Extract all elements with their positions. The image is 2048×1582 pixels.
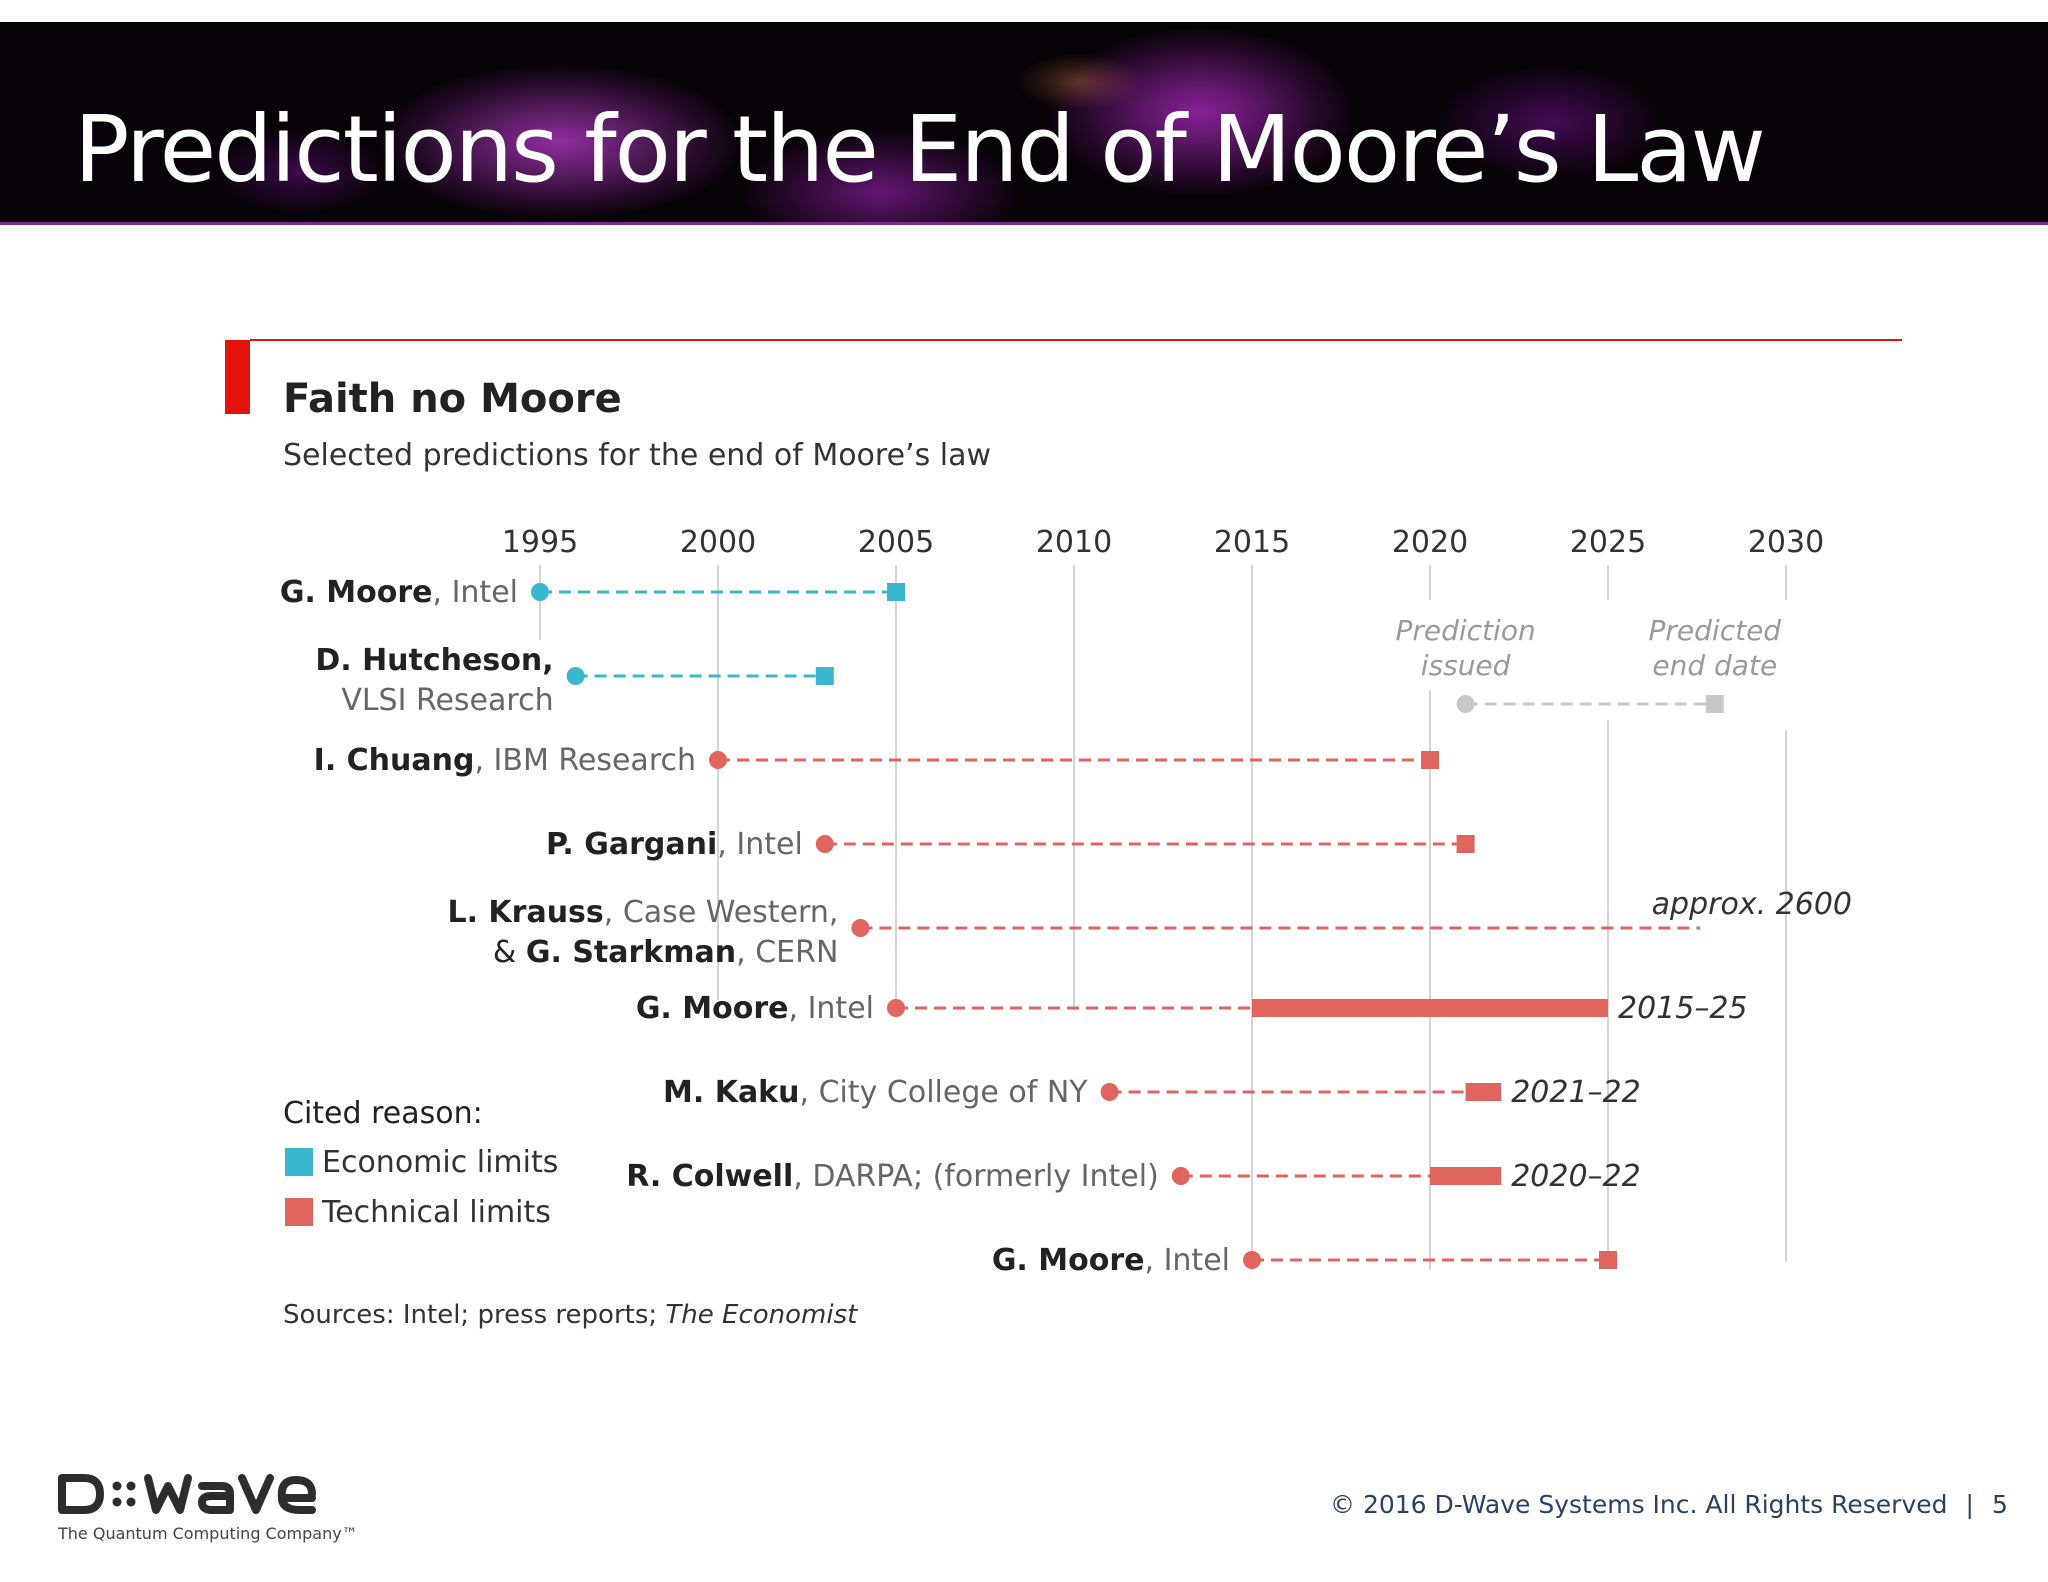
key-end-square bbox=[1705, 695, 1724, 713]
row-affiliation: , Case Western, bbox=[604, 895, 839, 930]
row-affiliation: , Intel bbox=[1145, 1243, 1231, 1278]
row-issued-dot bbox=[531, 583, 549, 601]
tick-label-2025: 2025 bbox=[1570, 525, 1646, 560]
row-affiliation: , Intel bbox=[717, 827, 803, 862]
row-issued-dot bbox=[815, 835, 834, 853]
row-label: P. Gargani, Intel bbox=[546, 827, 803, 862]
row-name: G. Moore bbox=[636, 991, 789, 1026]
row-issued-dot bbox=[887, 999, 905, 1017]
row-label: I. Chuang, IBM Research bbox=[314, 743, 696, 778]
legend-swatch-economic bbox=[285, 1148, 313, 1176]
top-margin bbox=[0, 0, 2048, 22]
row-name: G. Moore bbox=[280, 575, 433, 610]
slide-title: Predictions for the End of Moore’s Law bbox=[74, 96, 1766, 203]
chart-title: Faith no Moore bbox=[283, 376, 622, 422]
legend-swatch-technical bbox=[285, 1198, 313, 1226]
chart-key: Prediction issued Predicted end date bbox=[1395, 614, 1781, 713]
prediction-row-3: I. Chuang, IBM Research bbox=[314, 743, 1439, 778]
row-label: R. Colwell, DARPA; (formerly Intel) bbox=[626, 1159, 1159, 1194]
row-label: G. Moore, Intel bbox=[280, 575, 518, 610]
row-name: I. Chuang bbox=[314, 743, 475, 778]
row-issued-dot bbox=[1100, 1083, 1119, 1101]
row-name: R. Colwell bbox=[626, 1159, 793, 1194]
tick-label-2000: 2000 bbox=[680, 525, 756, 560]
row-label: L. Krauss, Case Western, bbox=[447, 895, 838, 930]
row-issued-dot bbox=[566, 667, 585, 685]
logo-tagline: The Quantum Computing Company™ bbox=[57, 1524, 356, 1543]
source-prefix: Sources: Intel; press reports; bbox=[283, 1300, 665, 1330]
row-end-label: 2020–22 bbox=[1511, 1159, 1641, 1194]
row-issued-dot bbox=[851, 919, 870, 937]
row-name: P. Gargani bbox=[546, 827, 717, 862]
row-label: D. Hutcheson, bbox=[315, 643, 553, 678]
source-italic: The Economist bbox=[665, 1300, 858, 1330]
row-end-label: 2015–25 bbox=[1618, 991, 1748, 1026]
prediction-row-1: G. Moore, Intel bbox=[280, 575, 905, 610]
row-name: D. Hutcheson, bbox=[315, 643, 553, 678]
key-end-label: Predicted end date bbox=[1649, 614, 1782, 682]
tick-label-1995: 1995 bbox=[502, 525, 578, 560]
prediction-row-8: R. Colwell, DARPA; (formerly Intel) 2020–… bbox=[626, 1159, 1641, 1194]
chart-subtitle: Selected predictions for the end of Moor… bbox=[283, 438, 991, 473]
row-end-square bbox=[1421, 751, 1439, 769]
key-issued-label: Prediction issued bbox=[1395, 614, 1535, 682]
legend-label-technical: Technical limits bbox=[321, 1195, 551, 1230]
footer-separator: | bbox=[1965, 1490, 1974, 1519]
row-issued-dot bbox=[709, 751, 727, 769]
key-issued-dot bbox=[1456, 695, 1475, 713]
row-name: L. Krauss bbox=[447, 895, 603, 930]
row-end-square bbox=[815, 667, 834, 685]
prediction-row-7: M. Kaku, City College of NY 2021–22 bbox=[663, 1075, 1641, 1110]
row-name: M. Kaku bbox=[663, 1075, 800, 1110]
tick-label-2015: 2015 bbox=[1214, 525, 1290, 560]
row-end-range-bar bbox=[1252, 999, 1608, 1017]
row-label: G. Moore, Intel bbox=[636, 991, 874, 1026]
page-number: 5 bbox=[1991, 1490, 2008, 1519]
prediction-row-9: G. Moore, Intel bbox=[992, 1243, 1617, 1278]
chart-accent-bar bbox=[225, 340, 250, 414]
dwave-logo: The Quantum Computing Company™ bbox=[57, 1474, 356, 1543]
legend-label-economic: Economic limits bbox=[322, 1145, 558, 1180]
footer-copyright: © 2016 D-Wave Systems Inc. All Rights Re… bbox=[1330, 1490, 1948, 1519]
chart-source: Sources: Intel; press reports; The Econo… bbox=[283, 1300, 858, 1330]
row-name: G. Moore bbox=[992, 1243, 1145, 1278]
grid-layer bbox=[539, 565, 1787, 1270]
row-end-range-bar bbox=[1465, 1083, 1502, 1101]
row-label: M. Kaku, City College of NY bbox=[663, 1075, 1088, 1110]
row-end-square bbox=[1456, 835, 1475, 853]
tick-label-2010: 2010 bbox=[1036, 525, 1112, 560]
row-label: G. Moore, Intel bbox=[992, 1243, 1230, 1278]
row-affiliation: , DARPA; (formerly Intel) bbox=[793, 1159, 1159, 1194]
tick-label-2020: 2020 bbox=[1392, 525, 1468, 560]
row-end-range-bar bbox=[1430, 1167, 1502, 1185]
row-label-line2: VLSI Research bbox=[341, 683, 553, 718]
legend-title: Cited reason: bbox=[283, 1096, 483, 1131]
row-end-square bbox=[1599, 1251, 1617, 1269]
row-issued-dot bbox=[1243, 1251, 1261, 1269]
row-label-line2: & G. Starkman, CERN bbox=[493, 935, 838, 970]
row-affiliation: , Intel bbox=[789, 991, 875, 1026]
prediction-row-4: P. Gargani, Intel bbox=[546, 827, 1475, 862]
header-divider bbox=[0, 222, 2048, 225]
prediction-row-2: D. Hutcheson, VLSI Research bbox=[315, 643, 834, 718]
tick-label-2030: 2030 bbox=[1748, 525, 1824, 560]
tick-label-2005: 2005 bbox=[858, 525, 934, 560]
row-end-label: approx. 2600 bbox=[1652, 887, 1852, 922]
row-end-square bbox=[887, 583, 905, 601]
prediction-row-6: G. Moore, Intel 2015–25 bbox=[636, 991, 1748, 1026]
row-end-label: 2021–22 bbox=[1511, 1075, 1641, 1110]
legend: Cited reason: Economic limits Technical li… bbox=[283, 1096, 558, 1230]
footer: © 2016 D-Wave Systems Inc. All Rights Re… bbox=[1330, 1490, 2008, 1519]
prediction-row-5: L. Krauss, Case Western, & G. Starkman, C… bbox=[447, 887, 1858, 970]
header-banner bbox=[0, 22, 2048, 224]
row-issued-dot bbox=[1171, 1167, 1190, 1185]
row-affiliation: , Intel bbox=[433, 575, 519, 610]
axis-ticks: 1995 2000 2005 2010 2015 2020 2025 2030 bbox=[502, 525, 1824, 560]
row-affiliation: , City College of NY bbox=[800, 1075, 1089, 1110]
row-affiliation: , IBM Research bbox=[474, 743, 696, 778]
